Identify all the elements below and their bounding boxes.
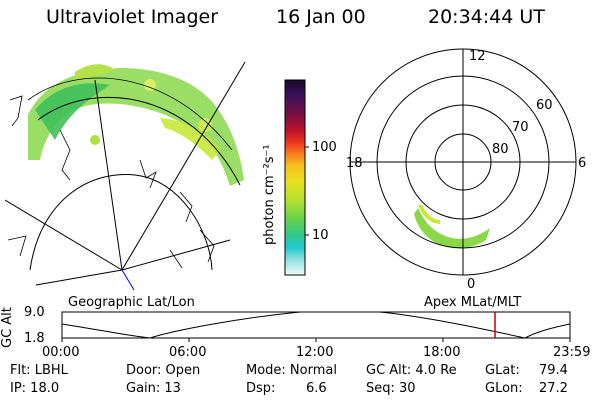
time-label: 20:34:44 UT: [428, 6, 545, 28]
altitude-curve: [61, 311, 571, 339]
date-label: 16 Jan 00: [276, 6, 366, 28]
aurora-region-dense: [35, 83, 110, 140]
altitude-plot-frame: [61, 311, 571, 339]
aurora-spot: [198, 118, 212, 132]
altitude-xtick: 23:59: [553, 345, 591, 360]
colorbar: [284, 79, 309, 276]
geographic-map: [5, 61, 246, 291]
meridian-line: [94, 79, 123, 271]
latitude-line: [37, 96, 241, 186]
right-panel-caption: Apex MLat/MLT: [424, 295, 522, 310]
info-filter: Flt: LBHL: [10, 363, 68, 378]
lat-label-80: 80: [492, 142, 509, 157]
altitude-xtick: 12:00: [296, 345, 334, 360]
aurora-arc: [414, 208, 490, 249]
altitude-plot: [61, 311, 571, 342]
info-ip: IP: 18.0: [10, 381, 60, 396]
aurora-region-bright: [160, 118, 220, 160]
altitude-ytick: 9.0: [24, 305, 45, 320]
aurora-spot: [144, 79, 156, 91]
meridian-line: [121, 239, 231, 271]
altitude-xtick: 00:00: [42, 345, 80, 360]
info-dsp-value: 6.6: [306, 381, 327, 396]
aurora-spot: [90, 135, 100, 145]
aurora-region-north: [75, 64, 115, 80]
meridian-line: [35, 269, 123, 286]
aurora-arc-bright: [418, 204, 441, 224]
info-dsp-label: Dsp:: [246, 381, 276, 396]
colorbar-tick-label: 10: [312, 228, 329, 243]
info-door: Door: Open: [126, 363, 201, 378]
mlt-label-6: 6: [578, 156, 587, 171]
colorbar-unit-label: photon cm⁻²s⁻¹: [262, 144, 277, 245]
colorbar-gradient: [284, 79, 306, 276]
altitude-ylabel: GC Alt: [0, 307, 15, 348]
lat-label-60: 60: [536, 98, 553, 113]
meridian-line: [121, 61, 246, 271]
info-mode: Mode: Normal: [246, 363, 337, 378]
polar-plot: [349, 48, 577, 276]
meridian-line: [5, 199, 123, 271]
latitude-circle: [29, 173, 213, 271]
altitude-ytick: 1.8: [24, 331, 45, 346]
info-glon-label: GLon:: [485, 381, 523, 396]
mlt-label-12: 12: [469, 49, 486, 64]
info-seq: Seq: 30: [366, 381, 416, 396]
terminator-line: [121, 269, 135, 291]
altitude-xtick: 06:00: [169, 345, 207, 360]
colorbar-tick-label: 100: [312, 140, 337, 155]
instrument-title: Ultraviolet Imager: [46, 6, 219, 28]
altitude-xtick: 18:00: [423, 345, 461, 360]
left-panel-caption: Geographic Lat/Lon: [68, 295, 195, 310]
mlt-label-0: 0: [467, 277, 476, 292]
mlt-label-18: 18: [346, 156, 363, 171]
lat-label-70: 70: [512, 120, 529, 135]
coastline: [7, 95, 215, 269]
info-glat-label: GLat:: [485, 363, 520, 378]
info-gc-alt: GC Alt: 4.0 Re: [366, 363, 457, 378]
info-glon-value: 27.2: [539, 381, 568, 396]
latitude-line: [27, 77, 233, 151]
info-gain: Gain: 13: [126, 381, 181, 396]
info-glat-value: 79.4: [539, 363, 568, 378]
